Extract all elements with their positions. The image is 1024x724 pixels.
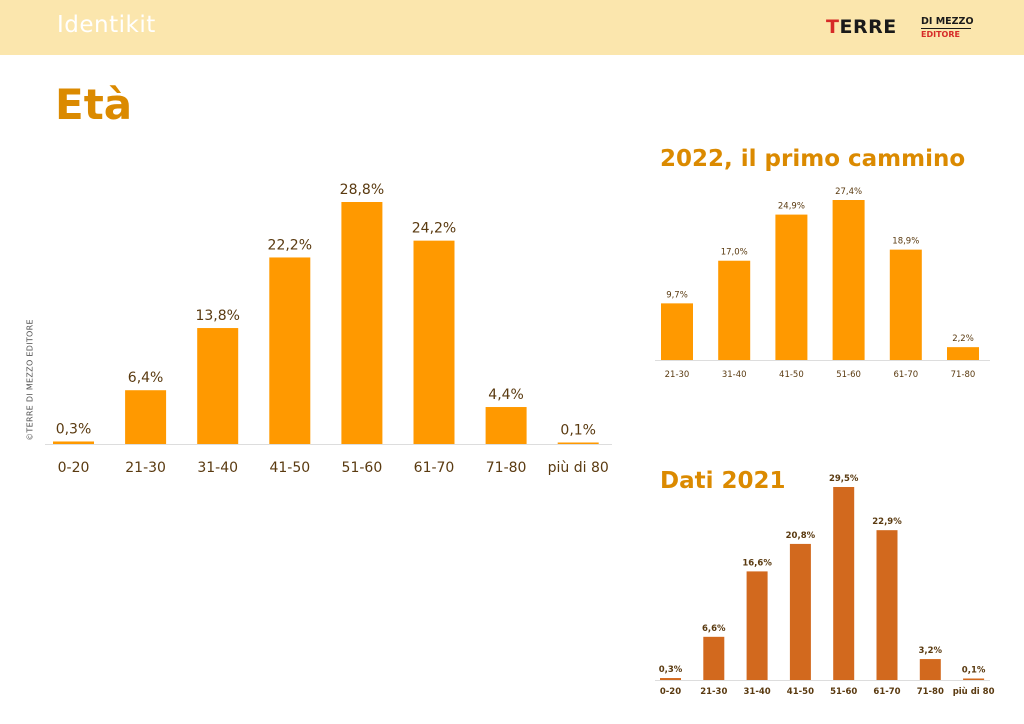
chart-c2021-data-label: 0,3% <box>659 665 683 675</box>
chart-main-bar <box>197 328 239 444</box>
chart-main-data-label: 13,8% <box>195 308 239 324</box>
logo-sub1: DI MEZZO <box>921 16 974 27</box>
chart-main-data-label: 28,8% <box>340 182 384 198</box>
chart-c2021: 0,3% 0-20 6,6% 21-30 16,6% 31-40 20,8% 41-50 29,… <box>655 474 995 697</box>
logo-main-rest: ERRE <box>839 16 897 38</box>
chart-c2021-data-label: 22,9% <box>872 517 902 527</box>
chart-main-data-label: 4,4% <box>488 387 524 403</box>
chart-main: 0,3% 0-20 6,4% 21-30 13,8% 31-40 22,2% 41-50 28,… <box>45 182 612 476</box>
chart-2021-title: Dati 2021 <box>660 468 786 494</box>
chart-c2021-data-label: 3,2% <box>919 646 943 656</box>
chart-main-bar <box>125 390 167 444</box>
chart-main-data-label: 22,2% <box>268 237 312 253</box>
chart-main-tick-label: 31-40 <box>197 460 238 476</box>
chart-c2022: 9,7% 21-30 17,0% 31-40 24,9% 41-50 27,4% 51-60 1… <box>655 187 990 380</box>
chart-c2021-data-label: 6,6% <box>702 624 726 634</box>
chart-c2021-tick-label: più di 80 <box>953 687 995 697</box>
page-title: Età <box>55 80 133 129</box>
chart-c2022-data-label: 27,4% <box>835 187 862 197</box>
chart-c2022-bar <box>947 347 979 360</box>
chart-c2021-data-label: 29,5% <box>829 474 859 484</box>
chart-2022-title: 2022, il primo cammino <box>660 146 966 172</box>
chart-c2021-data-label: 20,8% <box>786 531 816 541</box>
chart-main-bar <box>485 407 527 444</box>
chart-main-bar <box>53 441 94 444</box>
chart-main-bar <box>269 257 311 444</box>
chart-c2021-bar <box>660 678 681 680</box>
chart-c2022-bar <box>775 214 808 360</box>
chart-c2021-bar <box>876 530 898 680</box>
chart-c2021-bar <box>963 678 985 680</box>
chart-c2022-tick-label: 71-80 <box>951 370 976 380</box>
chart-c2022-bar <box>718 260 751 360</box>
chart-main-data-label: 24,2% <box>412 221 456 237</box>
chart-c2021-bar <box>833 487 855 680</box>
chart-main-tick-label: più di 80 <box>548 460 609 476</box>
chart-c2021-bar <box>789 543 811 680</box>
header-bar: Identikit TERRE DI MEZZO EDITORE <box>0 0 1024 55</box>
chart-main-tick-label: 0-20 <box>58 460 90 476</box>
chart-c2022-bar <box>661 303 693 360</box>
publisher-logo: TERRE DI MEZZO EDITORE <box>826 16 976 42</box>
chart-c2022-data-label: 24,9% <box>778 202 805 212</box>
chart-c2022-data-label: 17,0% <box>721 248 748 258</box>
chart-c2022-tick-label: 61-70 <box>893 370 918 380</box>
chart-main-tick-label: 21-30 <box>125 460 166 476</box>
header-title: Identikit <box>57 12 156 38</box>
chart-main-tick-label: 51-60 <box>342 460 383 476</box>
chart-c2021-tick-label: 21-30 <box>700 687 727 697</box>
chart-c2022-tick-label: 41-50 <box>779 370 804 380</box>
chart-c2022-tick-label: 51-60 <box>836 370 861 380</box>
chart-main-bar <box>557 442 599 444</box>
chart-c2021-tick-label: 71-80 <box>917 687 944 697</box>
chart-c2022-tick-label: 31-40 <box>722 370 747 380</box>
chart-c2021-bar <box>919 659 941 680</box>
chart-main-bar <box>341 202 383 444</box>
chart-main-tick-label: 41-50 <box>269 460 310 476</box>
chart-main-data-label: 0,1% <box>560 423 596 439</box>
chart-c2022-bar <box>832 200 865 360</box>
chart-c2022-bar <box>889 249 922 360</box>
chart-c2021-bar <box>746 571 768 680</box>
logo-sub2: EDITORE <box>921 28 971 40</box>
chart-main-tick-label: 61-70 <box>414 460 455 476</box>
chart-main-data-label: 0,3% <box>56 421 92 437</box>
chart-c2021-bar <box>703 636 725 680</box>
chart-c2022-data-label: 9,7% <box>666 290 688 300</box>
chart-c2021-tick-label: 31-40 <box>744 687 771 697</box>
chart-main-tick-label: 71-80 <box>486 460 527 476</box>
chart-c2021-tick-label: 51-60 <box>830 687 857 697</box>
chart-c2021-data-label: 0,1% <box>962 666 986 676</box>
logo-main-text: TERRE <box>826 16 897 38</box>
chart-main-data-label: 6,4% <box>128 370 164 386</box>
chart-main-bar <box>413 240 455 444</box>
chart-c2021-data-label: 16,6% <box>742 558 772 568</box>
chart-c2021-tick-label: 61-70 <box>873 687 900 697</box>
chart-c2022-tick-label: 21-30 <box>665 370 690 380</box>
chart-c2022-data-label: 18,9% <box>892 237 919 247</box>
chart-c2021-tick-label: 41-50 <box>787 687 814 697</box>
chart-c2022-data-label: 2,2% <box>952 334 974 344</box>
chart-c2021-tick-label: 0-20 <box>660 687 681 697</box>
